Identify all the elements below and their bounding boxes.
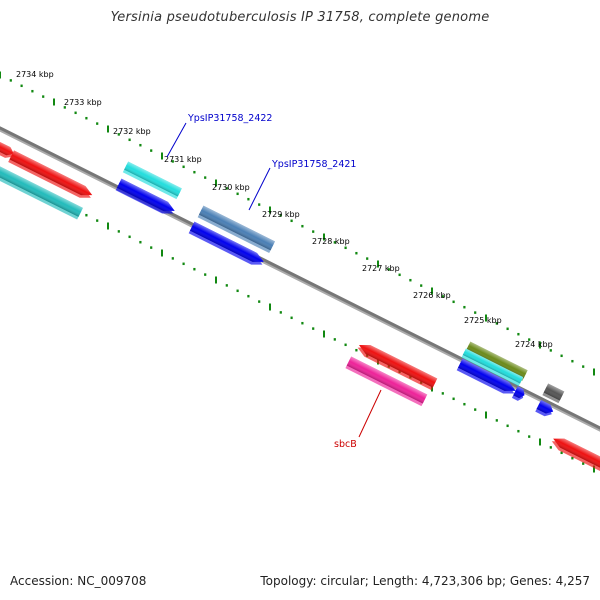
cds-feature-blue[interactable] — [535, 399, 555, 419]
tick-label: 2727 kbp — [362, 264, 400, 273]
topology-text: Topology: circular; Length: 4,723,306 bp… — [260, 574, 590, 588]
cds-feature-steel[interactable] — [197, 205, 276, 254]
gene-features — [0, 141, 600, 473]
cds-feature-red[interactable] — [355, 341, 438, 391]
tick-label: 2733 kbp — [64, 98, 102, 107]
tick-labels: 2734 kbp 2733 kbp 2732 kbp 2731 kbp 2730 kbp… — [16, 70, 553, 349]
label-leader-2421 — [248, 167, 271, 211]
tick-label: 2726 kbp — [413, 291, 451, 300]
cds-feature-teal[interactable] — [0, 163, 83, 220]
cds-feature-blue[interactable] — [115, 178, 177, 218]
accession-text: Accession: NC_009708 — [10, 574, 147, 588]
label-leader-2422 — [166, 122, 187, 158]
cds-feature-gray[interactable] — [542, 383, 565, 404]
cds-feature-blue[interactable] — [456, 358, 518, 398]
map-title: Yersinia pseudotuberculosis IP 31758, co… — [110, 10, 490, 25]
tick-label: 2725 kbp — [464, 316, 502, 325]
tick-label: 2734 kbp — [16, 70, 54, 79]
cds-feature-cyan[interactable] — [461, 348, 524, 387]
cds-feature-red[interactable] — [8, 150, 94, 202]
tick-label: 2732 kbp — [113, 127, 151, 136]
gene-label-ypsip31758-2422[interactable]: YpsIP31758_2422 — [187, 113, 272, 124]
cds-feature-pink[interactable] — [345, 356, 428, 407]
gene-label-ypsip31758-2421[interactable]: YpsIP31758_2421 — [271, 159, 356, 170]
cds-feature-red[interactable] — [0, 141, 16, 161]
cds-feature-red[interactable] — [550, 434, 600, 473]
tick-label: 2724 kbp — [515, 340, 553, 349]
tick-ring-outer — [0, 71, 595, 376]
gene-labels: YpsIP31758_2422 YpsIP31758_2421 sbcB — [166, 113, 382, 450]
gene-label-sbcb[interactable]: sbcB — [334, 439, 357, 450]
tick-label: 2730 kbp — [212, 183, 250, 192]
tick-label: 2728 kbp — [312, 237, 350, 246]
cds-feature-blue[interactable] — [188, 221, 266, 269]
tick-label: 2729 kbp — [262, 210, 300, 219]
tick-label: 2731 kbp — [164, 155, 202, 164]
cds-feature-blue[interactable] — [511, 386, 527, 402]
cds-feature-cyan[interactable] — [122, 161, 182, 200]
label-leader-sbcb — [358, 389, 382, 438]
